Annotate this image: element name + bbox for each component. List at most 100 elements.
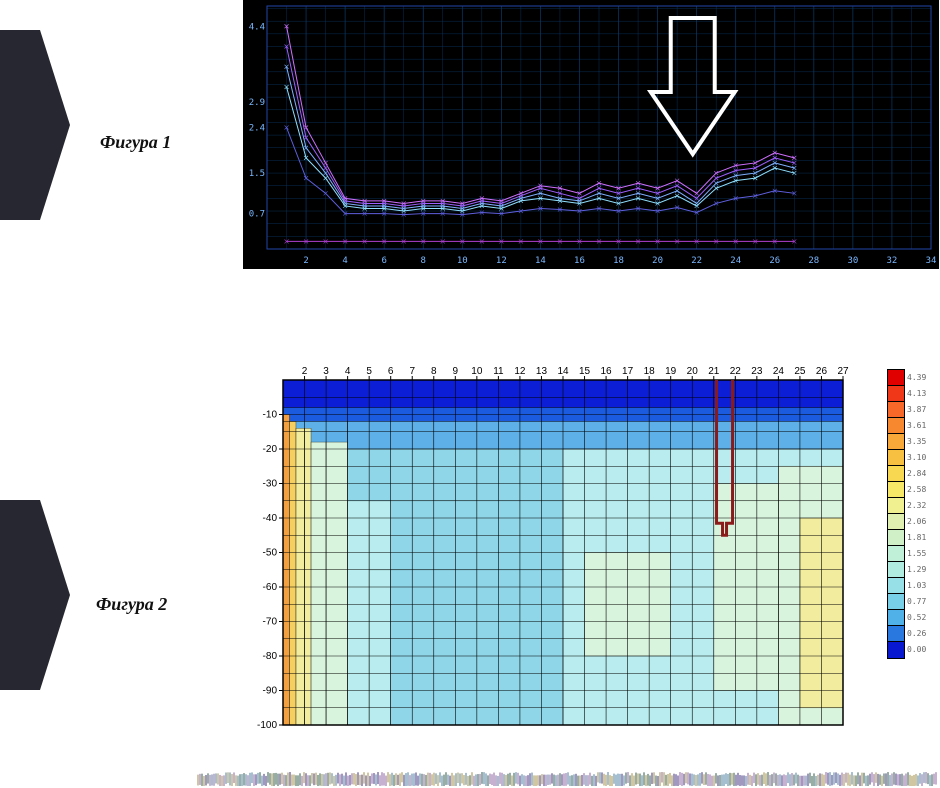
figure-2-chart: 2345678910111213141516171819202122232425… (243, 360, 935, 760)
pentagon-marker-1 (0, 30, 70, 220)
fig2-xtick: 9 (453, 366, 459, 377)
fig2-ytick: -80 (263, 651, 278, 662)
fig2-ytick: -60 (263, 582, 278, 593)
fig2-ytick: -90 (263, 686, 278, 697)
pentagon-shape (0, 500, 70, 690)
fig2-xtick: 19 (665, 366, 677, 377)
legend-row: 2.84 (887, 466, 935, 482)
fig2-xtick: 25 (794, 366, 806, 377)
figure-1-svg: 0.71.52.42.94.42468101214161820222426283… (245, 2, 937, 267)
fig1-xtick: 24 (730, 256, 741, 266)
fig1-xtick: 18 (613, 256, 624, 266)
fig2-xtick: 11 (493, 366, 504, 377)
fig2-ytick: -40 (263, 513, 278, 524)
figure-1-chart: 0.71.52.42.94.42468101214161820222426283… (243, 0, 939, 269)
fig1-xtick: 28 (808, 256, 819, 266)
legend-value: 0.77 (907, 598, 926, 606)
fig2-xtick: 14 (557, 366, 569, 377)
legend-row: 0.00 (887, 642, 935, 658)
legend-value: 2.58 (907, 486, 926, 494)
figure-2-svg: 2345678910111213141516171819202122232425… (243, 360, 883, 740)
fig2-xtick: 4 (345, 366, 351, 377)
fig2-xtick: 22 (730, 366, 742, 377)
fig2-ytick: -30 (263, 479, 278, 490)
legend-row: 1.81 (887, 530, 935, 546)
legend-value: 1.29 (907, 566, 926, 574)
fig1-ytick: 0.7 (249, 210, 265, 220)
legend-row: 1.29 (887, 562, 935, 578)
fig1-xtick: 4 (342, 256, 347, 266)
legend-row: 2.06 (887, 514, 935, 530)
legend-value: 3.61 (907, 422, 926, 430)
legend-row: 3.35 (887, 434, 935, 450)
fig2-xtick: 17 (622, 366, 634, 377)
fig1-ytick: 2.4 (249, 124, 265, 134)
legend-value: 0.52 (907, 614, 926, 622)
fig1-xtick: 30 (847, 256, 858, 266)
legend-value: 2.84 (907, 470, 926, 478)
legend-value: 4.13 (907, 390, 926, 398)
fig2-xtick: 18 (644, 366, 656, 377)
legend-value: 0.26 (907, 630, 926, 638)
legend-value: 4.39 (907, 374, 926, 382)
fig2-xtick: 21 (708, 366, 720, 377)
figure-2-caption: Фигура 2 (96, 594, 167, 615)
legend-swatch (887, 641, 905, 659)
fig1-ytick: 2.9 (249, 98, 265, 108)
fig2-xtick: 23 (751, 366, 763, 377)
legend-row: 3.61 (887, 418, 935, 434)
fig2-xtick: 12 (514, 366, 526, 377)
legend-row: 2.58 (887, 482, 935, 498)
legend-row: 4.13 (887, 386, 935, 402)
legend-row: 3.87 (887, 402, 935, 418)
legend-value: 3.35 (907, 438, 926, 446)
fig2-ytick: -100 (257, 720, 277, 731)
pentagon-shape (0, 30, 70, 220)
fig2-ytick: -50 (263, 548, 278, 559)
fig2-ytick: -10 (263, 410, 278, 421)
fig2-ytick: -70 (263, 617, 278, 628)
legend-row: 3.10 (887, 450, 935, 466)
fig2-xtick: 16 (601, 366, 613, 377)
fig2-xtick: 20 (687, 366, 699, 377)
legend-value: 2.32 (907, 502, 926, 510)
fig1-xtick: 12 (496, 256, 507, 266)
legend-row: 0.52 (887, 610, 935, 626)
figure-1-caption: Фигура 1 (100, 132, 171, 153)
fig1-xtick: 32 (887, 256, 898, 266)
fig1-xtick: 34 (926, 256, 937, 266)
legend-value: 1.81 (907, 534, 926, 542)
fig1-xtick: 6 (381, 256, 386, 266)
figure-2-legend: 4.39 4.13 3.87 3.61 3.35 3.10 2.84 2.58 2.32 2.06… (887, 370, 935, 658)
fig1-xtick: 14 (535, 256, 546, 266)
fig1-xtick: 20 (652, 256, 663, 266)
fig2-xtick: 24 (773, 366, 785, 377)
fig2-xtick: 10 (471, 366, 483, 377)
fig2-xtick: 27 (837, 366, 849, 377)
fig2-xtick: 13 (536, 366, 548, 377)
fig2-xtick: 5 (366, 366, 372, 377)
legend-row: 0.77 (887, 594, 935, 610)
fig1-xtick: 8 (421, 256, 426, 266)
fig1-ytick: 4.4 (249, 22, 265, 32)
fig1-xtick: 10 (457, 256, 468, 266)
legend-value: 3.87 (907, 406, 926, 414)
fig2-xtick: 15 (579, 366, 591, 377)
pentagon-marker-2 (0, 500, 70, 690)
arrow-icon (651, 18, 735, 154)
fig1-ytick: 1.5 (249, 169, 265, 179)
fig1-xtick: 26 (769, 256, 780, 266)
fig1-xtick: 2 (303, 256, 308, 266)
noise-strip (197, 772, 937, 786)
legend-row: 2.32 (887, 498, 935, 514)
fig2-xtick: 3 (323, 366, 329, 377)
fig2-xtick: 7 (409, 366, 415, 377)
fig2-ytick: -20 (263, 444, 278, 455)
legend-row: 1.55 (887, 546, 935, 562)
fig1-xtick: 16 (574, 256, 585, 266)
legend-value: 2.06 (907, 518, 926, 526)
legend-value: 3.10 (907, 454, 926, 462)
fig2-xtick: 26 (816, 366, 828, 377)
fig2-xtick: 8 (431, 366, 437, 377)
legend-value: 0.00 (907, 646, 926, 654)
